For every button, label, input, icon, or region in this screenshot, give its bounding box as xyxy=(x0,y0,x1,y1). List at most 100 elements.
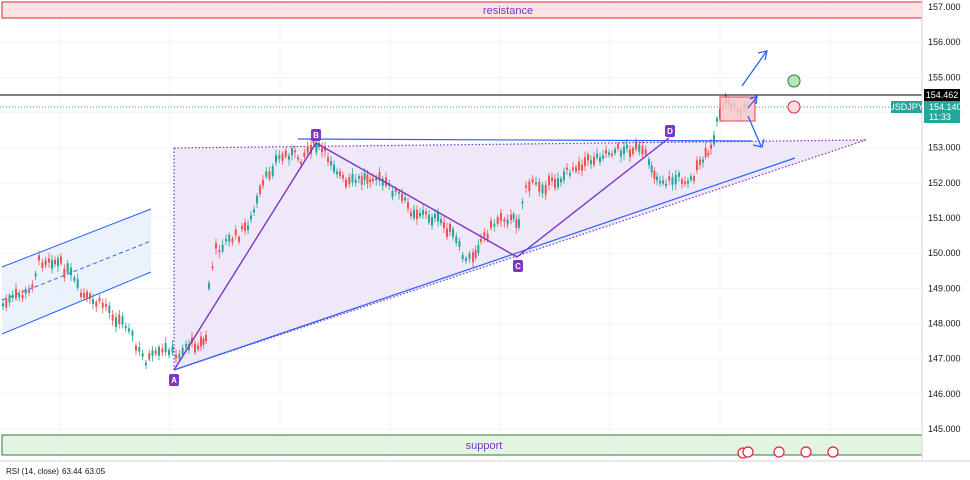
candle xyxy=(541,184,544,194)
candle xyxy=(66,263,69,273)
candle xyxy=(131,331,134,336)
candle xyxy=(303,152,306,157)
candle xyxy=(608,152,610,155)
candle xyxy=(635,140,637,150)
wave-label-c: C xyxy=(515,262,521,271)
candle xyxy=(413,209,415,219)
candle xyxy=(563,171,565,181)
symbol-tag xyxy=(891,101,922,113)
abcd-waves[interactable] xyxy=(173,137,670,371)
y-tick-label: 153.000 xyxy=(928,143,961,153)
candle xyxy=(569,172,571,176)
symbol-tag-text: USDJPY xyxy=(888,102,924,112)
trend-lines[interactable] xyxy=(173,138,796,371)
candle xyxy=(684,181,686,184)
candle xyxy=(2,303,4,307)
candle xyxy=(440,219,442,224)
candle xyxy=(578,161,580,171)
candle xyxy=(76,279,79,288)
candle xyxy=(271,166,274,176)
breakout-box[interactable] xyxy=(719,96,756,122)
candle xyxy=(581,164,583,171)
candle xyxy=(215,243,217,249)
resistance-zone[interactable] xyxy=(1,1,923,19)
candle xyxy=(659,180,661,184)
candle xyxy=(385,177,387,186)
target-green-icon[interactable] xyxy=(787,74,801,88)
candle xyxy=(493,223,496,227)
candle xyxy=(674,174,677,185)
candle xyxy=(228,234,231,242)
candle xyxy=(623,146,625,155)
candle xyxy=(437,211,439,222)
candle xyxy=(121,316,124,325)
price-axis[interactable]: 157.000156.000155.000154.000153.000152.0… xyxy=(928,2,961,434)
candle xyxy=(21,295,24,299)
candle xyxy=(105,303,107,307)
candle xyxy=(496,216,499,224)
rsi-value-1: 63.44 xyxy=(62,467,83,476)
y-tick-label: 151.000 xyxy=(928,213,961,223)
line-price-tag-text: 154.462 xyxy=(926,90,959,100)
y-tick-label: 155.000 xyxy=(928,72,961,82)
wave-label-box xyxy=(169,374,179,386)
candle xyxy=(521,201,524,204)
candle xyxy=(265,171,268,177)
candle xyxy=(572,167,574,170)
candle xyxy=(171,345,174,353)
candle xyxy=(480,238,482,242)
candle xyxy=(554,178,556,188)
flag-icon xyxy=(773,446,785,458)
candle xyxy=(713,135,715,145)
candle xyxy=(477,244,480,253)
rising-channel[interactable] xyxy=(1,208,152,335)
candle xyxy=(118,314,121,325)
candle xyxy=(483,232,486,237)
countdown-text: 11:33 xyxy=(929,112,951,122)
support-label: support xyxy=(466,440,503,452)
flag-icon xyxy=(800,446,812,458)
candle xyxy=(584,157,586,167)
candle xyxy=(404,197,406,201)
candle xyxy=(611,153,613,156)
candles xyxy=(2,92,749,370)
wave-labels: A B C D xyxy=(169,125,675,386)
candle xyxy=(518,219,520,228)
candle xyxy=(360,176,363,185)
candle xyxy=(208,282,210,289)
candle xyxy=(500,212,502,221)
candle xyxy=(696,160,698,171)
event-flags[interactable] xyxy=(737,446,839,459)
candle xyxy=(503,219,506,222)
candle xyxy=(656,176,658,181)
candle xyxy=(324,146,326,152)
y-tick-label: 157.000 xyxy=(928,2,961,12)
candle xyxy=(11,294,14,298)
y-tick-label: 148.000 xyxy=(928,319,961,329)
candle xyxy=(238,237,240,242)
candle xyxy=(551,177,553,181)
candle xyxy=(244,222,246,231)
candle xyxy=(419,213,421,217)
y-tick-label: 145.000 xyxy=(928,424,961,434)
candle xyxy=(175,354,177,359)
candle xyxy=(108,305,111,314)
projection-arrows[interactable] xyxy=(741,50,768,148)
wave-label-box xyxy=(311,129,321,141)
candle xyxy=(310,144,312,155)
candle xyxy=(342,174,344,179)
candle xyxy=(124,325,127,329)
candle xyxy=(710,144,712,149)
candle xyxy=(86,291,88,299)
candle xyxy=(410,212,412,216)
wave-label-box xyxy=(513,260,523,272)
stop-red-icon[interactable] xyxy=(787,100,801,114)
candle xyxy=(512,214,515,219)
candle xyxy=(638,144,641,152)
candle xyxy=(330,160,332,166)
candle xyxy=(101,302,104,308)
candle xyxy=(707,152,710,156)
candle xyxy=(345,179,347,188)
candle xyxy=(678,172,680,177)
